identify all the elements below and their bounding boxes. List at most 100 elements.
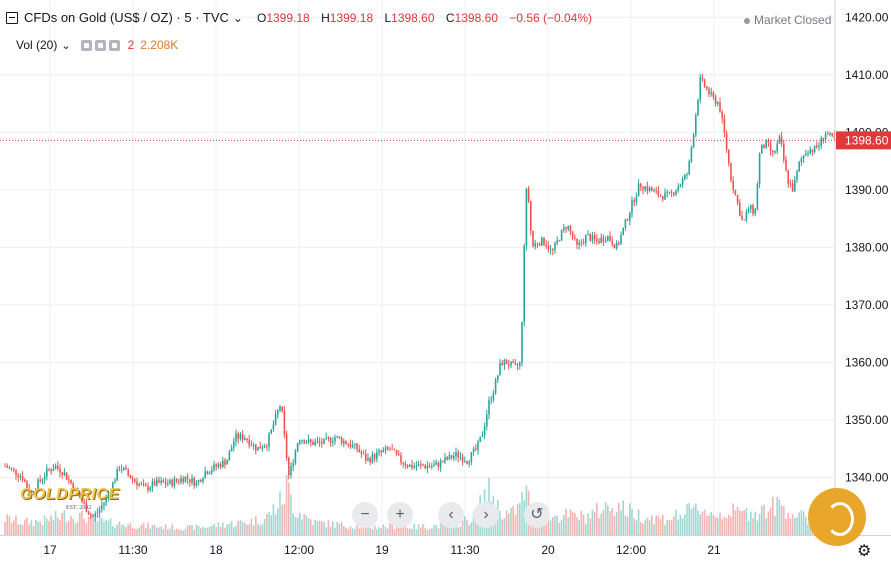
volume-bar [428, 528, 431, 535]
volume-bar [807, 524, 809, 535]
scroll-left-button[interactable]: ‹ [438, 502, 464, 528]
volume-bar [519, 502, 521, 535]
volume-bar [252, 525, 255, 535]
volume-bar [547, 512, 550, 535]
candle-body [829, 133, 831, 135]
candle-body [519, 362, 521, 366]
zoom-out-button[interactable]: − [352, 502, 378, 528]
volume-bar [508, 513, 510, 535]
volume-bar [787, 512, 789, 535]
candle-body [371, 454, 374, 463]
volume-bar [123, 524, 125, 535]
candle-body [21, 476, 24, 480]
candle-body [65, 472, 68, 480]
volume-bar [805, 516, 807, 535]
candle-body [193, 478, 195, 486]
candle-body [624, 219, 627, 228]
symbol-title[interactable]: CFDs on Gold (US$ / OZ) · 5 · TVC [24, 10, 229, 25]
candle-body [400, 455, 402, 463]
volume-bar [556, 515, 558, 535]
volume-bar [800, 510, 803, 535]
candle-body [455, 452, 457, 457]
candle-body [486, 414, 488, 427]
volume-bar [213, 523, 215, 535]
candle-body [10, 467, 13, 469]
candle-body [763, 144, 765, 149]
reset-chart-button[interactable]: ↺ [524, 502, 550, 528]
candle-body [558, 240, 561, 242]
volume-bar [635, 520, 638, 535]
candle-body [813, 145, 816, 152]
candle-body [160, 480, 162, 483]
zoom-in-button[interactable]: + [387, 502, 413, 528]
chevron-down-icon[interactable]: ⌄ [232, 10, 243, 25]
volume-bar [182, 530, 184, 535]
candle-body [395, 449, 398, 454]
candle-body [316, 441, 319, 443]
candle-body [378, 450, 380, 453]
volume-bar [237, 521, 239, 535]
candle-body [569, 225, 572, 232]
candle-body [46, 468, 48, 477]
price-tick-label: 1350.00 [845, 413, 889, 427]
candle-body [512, 361, 514, 364]
volume-bar [791, 514, 794, 535]
candle-body [17, 475, 19, 478]
volume-bar [710, 511, 712, 535]
volume-bar [684, 514, 686, 535]
volume-bar [345, 527, 347, 535]
volume-bar [780, 505, 783, 535]
volume-bar [65, 522, 68, 535]
volume-bar [776, 496, 778, 535]
volume-bar [598, 518, 600, 535]
remove-icon[interactable] [108, 39, 120, 51]
scroll-right-button[interactable]: › [473, 502, 499, 528]
candle-body [120, 469, 123, 471]
candle-body [798, 162, 800, 172]
candle-body [217, 464, 220, 467]
time-tick-label: 19 [375, 543, 389, 557]
candle-body [527, 188, 530, 202]
collapse-icon[interactable] [6, 11, 18, 24]
candle-body [336, 436, 338, 438]
volume-bar [576, 517, 578, 535]
volume-bar [578, 520, 580, 535]
candle-body [466, 461, 468, 464]
volume-indicator-label[interactable]: Vol (20) [16, 38, 58, 52]
volume-bar [413, 523, 415, 535]
candle-body [631, 200, 633, 214]
volume-bar [30, 520, 33, 535]
ohlc-values: O1399.18 H1399.18 L1398.60 C1398.60 −0.5… [257, 11, 600, 25]
candle-body [481, 435, 484, 437]
candle-body [805, 153, 807, 156]
volume-bar [343, 526, 345, 535]
candle-body [747, 208, 750, 212]
volume-bar [261, 523, 264, 535]
candle-body [151, 481, 154, 488]
gear-icon[interactable]: ⚙ [857, 543, 872, 560]
time-tick-label: 21 [707, 543, 721, 557]
volume-bar [303, 514, 305, 535]
candle-body [802, 155, 805, 159]
visibility-icon[interactable] [80, 39, 92, 51]
candle-body [585, 235, 587, 244]
volume-bar [611, 507, 613, 535]
candle-body [668, 191, 671, 193]
volume-bar [35, 519, 37, 535]
candle-body [136, 481, 138, 486]
candle-body [822, 138, 825, 140]
candle-body [156, 479, 158, 486]
volume-bar [618, 503, 620, 535]
volume-bar [450, 521, 453, 535]
settings-icon[interactable] [94, 39, 106, 51]
volume-bar [140, 524, 143, 535]
volume-bar [63, 510, 66, 535]
volume-bar [129, 522, 132, 535]
candle-body [673, 192, 675, 195]
chevron-down-icon[interactable]: ⌄ [61, 39, 71, 52]
candle-body [547, 246, 550, 250]
volume-bar [118, 521, 121, 535]
candle-body [690, 147, 693, 162]
volume-bar [156, 527, 158, 535]
